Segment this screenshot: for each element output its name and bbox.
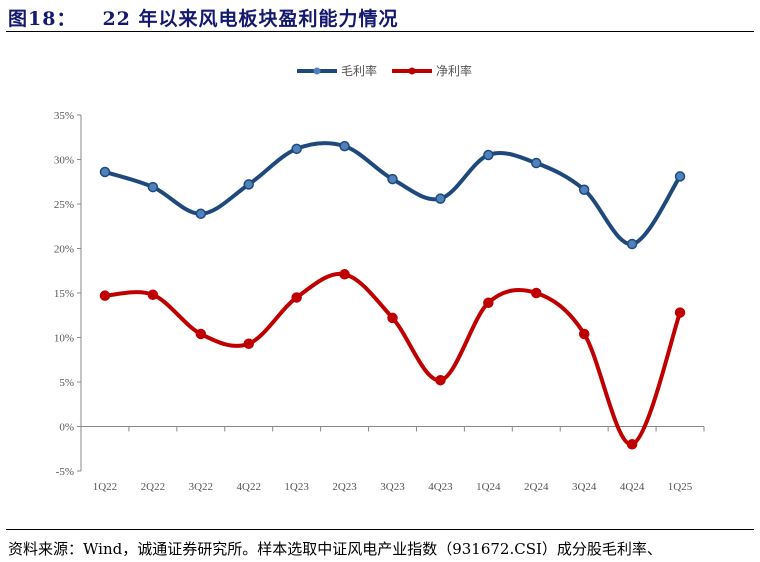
data-point	[339, 140, 350, 152]
y-tick-label: 5%	[59, 377, 74, 389]
data-point	[195, 208, 207, 220]
legend-label: 净利率	[436, 63, 472, 78]
data-point	[195, 328, 207, 340]
data-point	[435, 374, 446, 386]
data-point	[339, 269, 350, 280]
x-tick-label: 1Q22	[93, 481, 117, 493]
x-tick-label: 3Q23	[380, 481, 405, 493]
y-tick-label: -5%	[56, 466, 74, 478]
x-tick-label: 3Q22	[189, 481, 213, 493]
data-point	[387, 312, 398, 324]
data-point	[578, 328, 590, 340]
data-point	[291, 292, 302, 303]
x-tick-label: 2Q22	[141, 481, 165, 493]
data-point	[531, 287, 542, 299]
x-tick-label: 2Q23	[332, 481, 357, 493]
source-note: 资料来源：Wind，诚通证券研究所。样本选取中证风电产业指数（931672.CS…	[8, 540, 662, 558]
figure-title-text: 22 年以来风电板块盈利能力情况	[102, 8, 399, 30]
data-point	[626, 439, 638, 450]
title-rule	[6, 31, 754, 32]
x-tick-label: 4Q23	[428, 481, 453, 493]
y-tick-label: 20%	[54, 244, 74, 256]
data-point	[626, 238, 638, 250]
series-line-1	[104, 271, 682, 447]
legend-marker-0	[313, 67, 321, 75]
x-tick-label: 1Q24	[476, 481, 501, 493]
data-point	[243, 179, 254, 190]
legend-marker-1	[408, 67, 416, 75]
data-point	[483, 149, 494, 161]
data-point	[147, 181, 159, 193]
data-point	[578, 184, 590, 196]
y-tick-label: 30%	[54, 155, 74, 167]
data-point	[291, 143, 302, 155]
y-tick-label: 35%	[54, 110, 74, 122]
footer-rule	[6, 529, 754, 530]
y-tick-label: 15%	[54, 288, 74, 300]
x-tick-label: 1Q23	[284, 481, 309, 493]
data-point	[674, 171, 686, 182]
data-point	[531, 157, 542, 169]
data-point	[243, 338, 254, 349]
x-tick-label: 1Q25	[668, 481, 693, 493]
y-tick-label: 25%	[54, 199, 74, 211]
x-tick-label: 4Q22	[237, 481, 261, 493]
y-tick-label: 10%	[54, 333, 74, 345]
figure-number: 图18：	[8, 8, 77, 30]
data-point	[147, 289, 159, 301]
data-point	[99, 290, 111, 301]
data-point	[99, 166, 111, 178]
figure-title: 图18： 22 年以来风电板块盈利能力情况	[8, 4, 399, 31]
legend-label: 毛利率	[341, 63, 377, 78]
data-point	[483, 297, 494, 309]
series-line-0	[104, 141, 682, 247]
data-point	[435, 193, 446, 204]
x-tick-label: 2Q24	[524, 481, 549, 493]
y-tick-label: 0%	[59, 422, 74, 434]
data-point	[674, 307, 686, 318]
data-point	[387, 173, 398, 185]
x-tick-label: 4Q24	[620, 481, 645, 493]
x-tick-label: 3Q24	[572, 481, 597, 493]
